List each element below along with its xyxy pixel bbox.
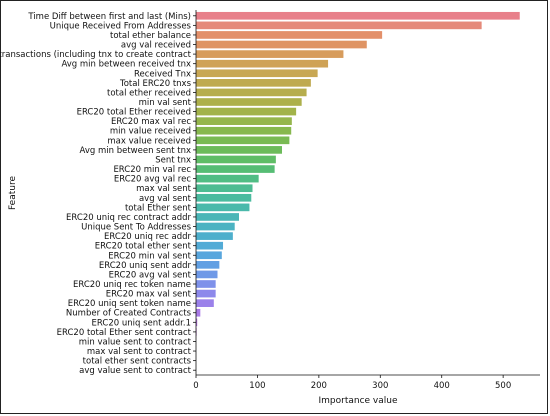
- y-tick-label: total Ether sent: [125, 203, 192, 213]
- x-tick-label: 300: [372, 381, 388, 391]
- y-tick-label: ERC20 total Ether received: [77, 108, 191, 118]
- bar: [196, 270, 218, 279]
- bar: [196, 261, 220, 269]
- bar: [196, 213, 239, 221]
- y-tick-label: total transactions (including tnx to cre…: [0, 50, 192, 60]
- bar: [196, 174, 259, 183]
- y-tick-label: ERC20 uniq sent addr: [99, 261, 192, 271]
- bar: [196, 155, 276, 164]
- bar: [196, 222, 235, 231]
- y-tick-label: ERC20 min val sent: [108, 251, 191, 261]
- y-tick-label: ERC20 uniq rec contract addr: [66, 213, 191, 223]
- y-tick-label: Avg min between received tnx: [61, 60, 191, 70]
- bar: [196, 146, 282, 154]
- bar: [196, 232, 233, 240]
- bar: [196, 308, 201, 317]
- bar: [196, 126, 292, 135]
- y-tick-label: ERC20 max val rec: [111, 117, 191, 127]
- y-tick-label: max value received: [107, 136, 191, 146]
- y-tick-label: ERC20 min val rec: [113, 165, 191, 175]
- y-axis-title: Feature: [8, 176, 18, 210]
- bar: [196, 136, 290, 145]
- y-tick-label: Unique Sent To Addresses: [81, 223, 191, 233]
- bar: [196, 88, 307, 97]
- y-tick-label: total ether balance: [110, 31, 191, 41]
- bar: [196, 117, 292, 125]
- y-tick-label: Received Tnx: [134, 69, 191, 79]
- y-tick-label: ERC20 uniq sent addr.1: [92, 318, 191, 328]
- y-tick-label: max val sent to contract: [87, 347, 192, 357]
- y-tick-label: min value received: [110, 127, 191, 137]
- bar: [196, 98, 302, 106]
- y-tick-label: min val sent: [139, 98, 192, 108]
- bar: [196, 21, 482, 30]
- y-tick-label: total ether sent contracts: [83, 357, 192, 367]
- x-ticks: 0 100 200 300 400 500: [193, 375, 511, 391]
- y-tick-label: avg value sent to contract: [79, 366, 192, 376]
- x-tick-label: 400: [434, 381, 450, 391]
- y-tick-label: ERC20 uniq rec token name: [73, 280, 191, 290]
- bar: [196, 59, 329, 68]
- bar: [196, 241, 224, 250]
- y-tick-label: Sent tnx: [155, 155, 191, 165]
- x-tick-label: 100: [249, 381, 265, 391]
- bar: [196, 107, 297, 116]
- y-tick-label: max val sent: [136, 184, 192, 194]
- bar: [196, 184, 253, 193]
- bar: [196, 203, 250, 212]
- bar: [196, 318, 198, 327]
- bar: [196, 40, 367, 49]
- y-tick-label: avg val received: [121, 41, 191, 51]
- y-tick-label: Time Diff between first and last (Mins): [27, 12, 191, 22]
- x-tick-label: 200: [311, 381, 327, 391]
- y-tick-label: Unique Received From Addresses: [50, 21, 192, 31]
- bar: [196, 79, 311, 87]
- x-tick-label: 500: [495, 381, 511, 391]
- bars-group: [196, 11, 520, 336]
- y-tick-label: Avg min between sent tnx: [80, 146, 191, 156]
- y-tick-label: total ether received: [107, 88, 191, 98]
- bar: [196, 280, 216, 288]
- y-tick-label: ERC20 avg val sent: [109, 270, 192, 280]
- y-tick-label: ERC20 uniq sent token name: [68, 299, 191, 309]
- bar: [196, 251, 222, 260]
- y-tick-labels: Time Diff between first and last (Mins)U…: [0, 12, 196, 376]
- bar: [196, 69, 318, 78]
- bar: [196, 50, 344, 58]
- y-tick-label: ERC20 avg val rec: [114, 175, 191, 185]
- y-tick-label: ERC20 total Ether sent contract: [57, 328, 192, 338]
- bar: [196, 165, 275, 173]
- y-tick-label: avg val sent: [139, 194, 192, 204]
- bar: [196, 31, 383, 39]
- y-tick-label: Number of Created Contracts: [66, 309, 192, 319]
- y-tick-label: min value sent to contract: [79, 337, 192, 347]
- bar: [196, 299, 214, 307]
- y-tick-label: Total ERC20 tnxs: [119, 79, 192, 89]
- x-axis-title: Importance value: [318, 396, 397, 406]
- x-tick-label: 0: [193, 381, 198, 391]
- bar: [196, 193, 252, 202]
- bar: [196, 289, 216, 298]
- y-tick-label: ERC20 uniq rec addr: [104, 232, 191, 242]
- y-tick-label: ERC20 total ether sent: [95, 242, 192, 252]
- bar: [196, 11, 520, 20]
- y-tick-label: ERC20 max val sent: [106, 290, 192, 300]
